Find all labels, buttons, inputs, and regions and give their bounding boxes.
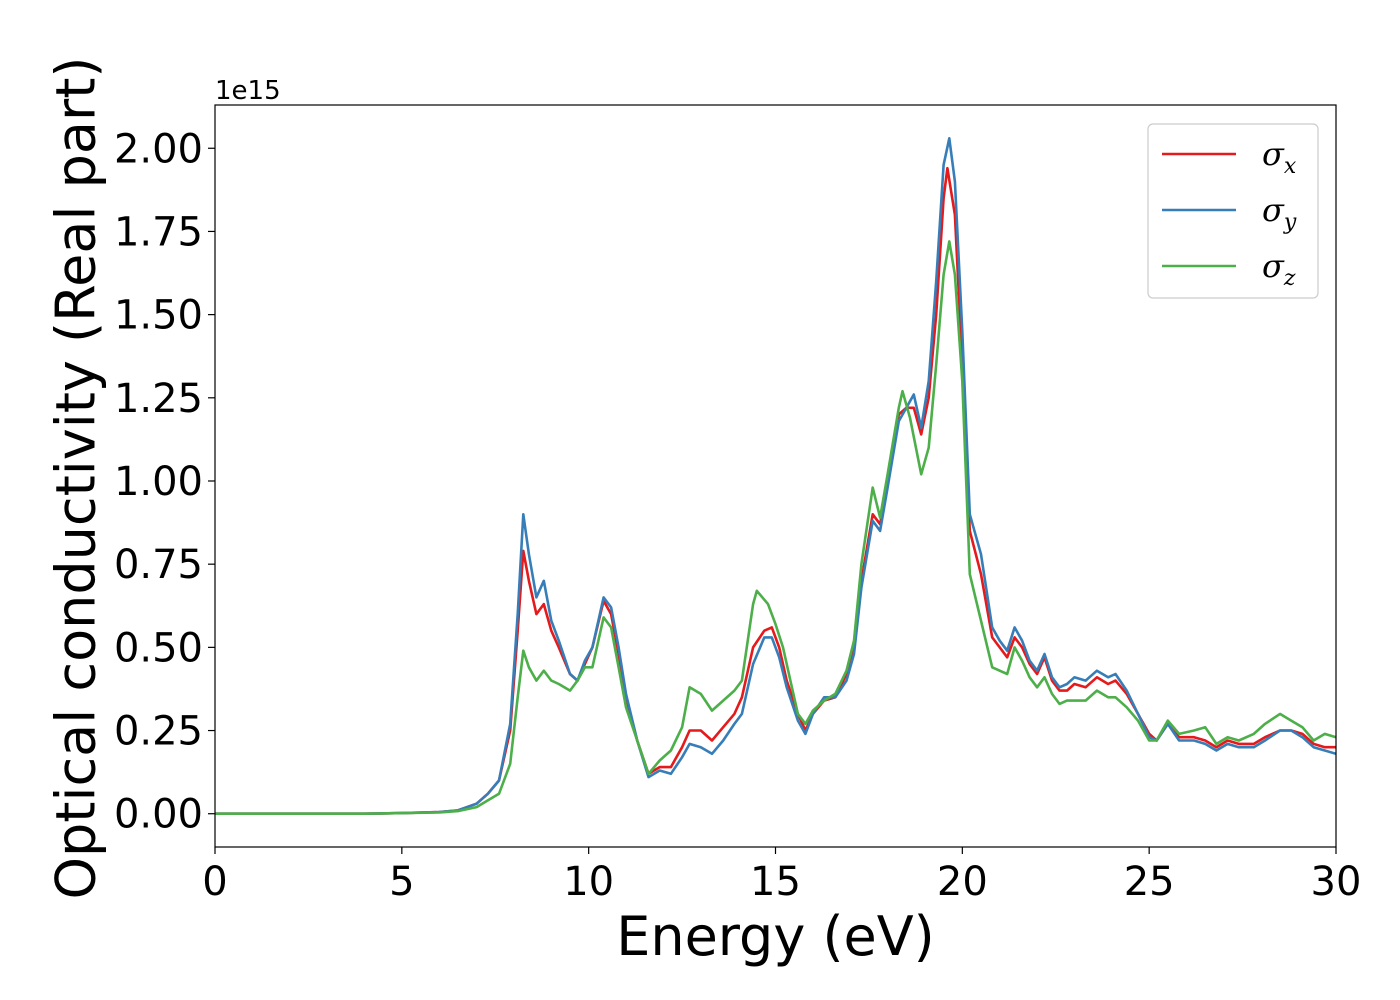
y-axis-title: Optical conductivity (Real part) <box>45 57 108 900</box>
x-tick-label: 30 <box>1311 859 1362 905</box>
series-layer <box>215 137 1336 815</box>
legend-subscript: y <box>1283 210 1297 235</box>
x-tick-label: 5 <box>389 859 414 905</box>
y-tick-label: 0.25 <box>114 709 203 755</box>
x-tick-label: 15 <box>750 859 801 905</box>
y-tick-label: 1.25 <box>114 376 203 422</box>
y-offset-label: 1e15 <box>215 76 281 106</box>
x-tick-label: 0 <box>202 859 227 905</box>
series-line-y <box>215 137 1336 815</box>
series-line-z <box>215 240 1336 815</box>
x-tick-label: 25 <box>1124 859 1175 905</box>
legend-label-x: σx <box>1262 135 1297 179</box>
y-tick-label: 1.75 <box>114 209 203 255</box>
x-axis: 0 5 10 15 20 25 30 <box>202 847 1361 905</box>
x-tick-label: 20 <box>937 859 988 905</box>
x-axis-title: Energy (eV) <box>616 905 935 968</box>
y-tick-label: 1.50 <box>114 293 203 339</box>
y-axis: 0.00 0.25 0.50 0.75 1.00 1.25 1.50 1.75 2.00 <box>114 126 215 838</box>
legend-label-z: σz <box>1262 247 1296 291</box>
legend-symbol: σ <box>1262 191 1285 229</box>
legend-label-y: σy <box>1262 191 1297 235</box>
y-tick-label: 2.00 <box>114 126 203 172</box>
y-tick-label: 0.00 <box>114 792 203 838</box>
y-tick-label: 1.00 <box>114 459 203 505</box>
legend-symbol: σ <box>1262 247 1285 285</box>
x-tick-label: 10 <box>563 859 614 905</box>
legend-subscript: z <box>1283 266 1296 291</box>
legend-subscript: x <box>1284 154 1297 179</box>
y-tick-label: 0.75 <box>114 542 203 588</box>
y-tick-label: 0.50 <box>114 625 203 671</box>
legend-symbol: σ <box>1262 135 1285 173</box>
